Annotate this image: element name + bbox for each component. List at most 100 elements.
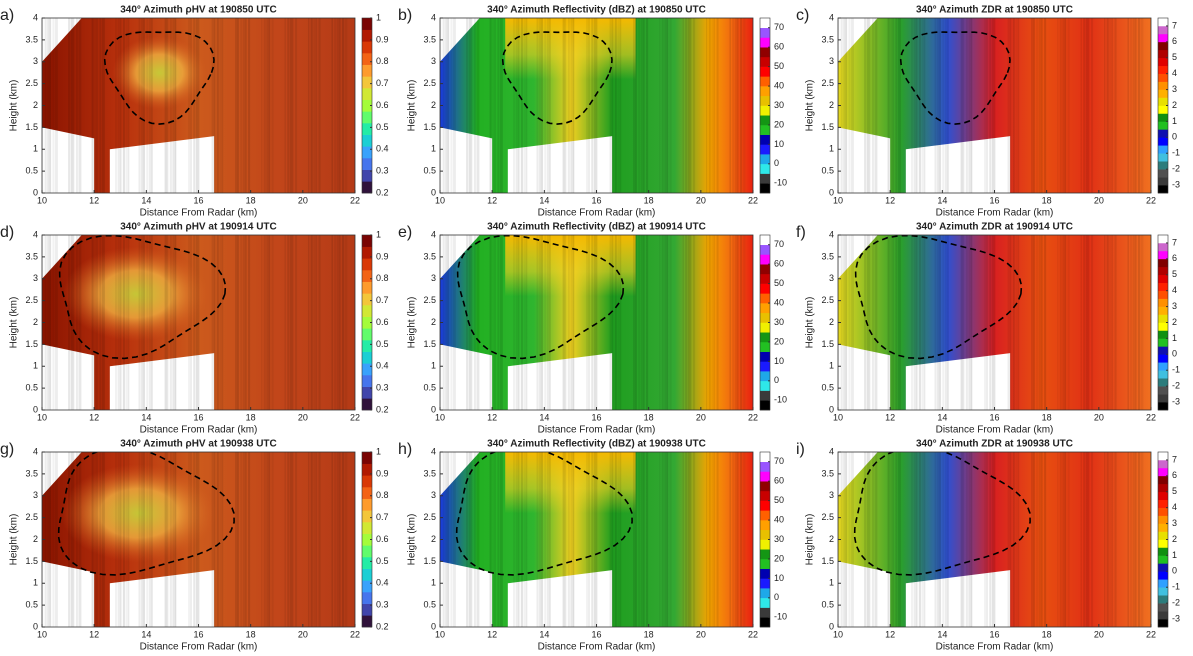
field-stripe [172, 452, 176, 627]
colorbar-bin [760, 322, 770, 333]
field-stripe [1059, 18, 1062, 193]
x-axis-label: Distance From Radar (km) [936, 425, 1054, 436]
field-stripe [313, 452, 317, 627]
colorbar-bin [1158, 121, 1168, 130]
y-tick-label: 4 [33, 229, 38, 239]
field-stripe [216, 452, 219, 627]
field-stripe [175, 18, 177, 193]
x-axis-label: Distance From Radar (km) [140, 208, 258, 219]
field-stripe [1041, 18, 1043, 193]
colorbar-tick-label: 2 [1172, 100, 1177, 110]
colorbar-tick-label: 0.7 [376, 512, 389, 522]
y-tick-label: 2 [33, 100, 38, 110]
field-stripe [729, 18, 731, 193]
field-stripe [1140, 235, 1144, 410]
field-stripe [1111, 452, 1114, 627]
y-tick-label: 2.5 [423, 295, 436, 305]
panel-label: a) [0, 7, 14, 24]
x-axis-label: Distance From Radar (km) [936, 208, 1054, 219]
field-stripe [971, 452, 973, 627]
colorbar-tick-label: 3 [1172, 84, 1177, 94]
field-stripe [96, 235, 99, 410]
colorbar-tick-label: 7 [1172, 237, 1177, 247]
colorbar-bin [362, 545, 372, 558]
contour [501, 31, 613, 125]
colorbar-bin [760, 607, 770, 618]
x-tick-label: 22 [350, 412, 360, 422]
field-stripe [593, 235, 597, 410]
field-stripe [1038, 452, 1042, 627]
field-stripe [188, 235, 191, 410]
field-stripe [840, 452, 843, 627]
field-stripe [934, 235, 937, 410]
field-stripe [1085, 235, 1089, 410]
colorbar-bin [760, 66, 770, 77]
field-stripe [518, 235, 520, 410]
field-stripe [968, 18, 972, 193]
field-stripe [1036, 235, 1039, 410]
field-stripe [75, 235, 78, 410]
colorbar-bin [760, 264, 770, 275]
field-stripe [989, 18, 992, 193]
field-stripe [489, 452, 492, 627]
y-axis-label: Height (km) [9, 80, 20, 132]
field-stripe [612, 235, 614, 410]
colorbar-bin [1158, 467, 1168, 477]
field-stripe [706, 18, 708, 193]
colorbar-bin [1158, 475, 1168, 485]
field-stripe [453, 452, 456, 627]
colorbar-bin [760, 568, 770, 579]
colorbar-bin [362, 235, 372, 247]
field-stripe [310, 18, 313, 193]
colorbar-tick-label: 3 [1172, 518, 1177, 528]
field-stripe [994, 18, 996, 193]
colorbar-bin [760, 47, 770, 58]
field-stripe [99, 18, 102, 193]
colorbar-tick-label: 5 [1172, 52, 1177, 62]
colorbar-tick-label: 0.6 [376, 100, 389, 110]
field-stripe [588, 235, 590, 410]
x-tick-label: 12 [487, 629, 497, 639]
y-tick-label: 1.5 [821, 556, 834, 566]
y-tick-label: 4 [829, 229, 834, 239]
field-stripe [96, 452, 99, 627]
field-stripe [947, 235, 949, 410]
field-stripe [939, 18, 942, 193]
colorbar-bin [362, 270, 372, 282]
field-stripe [895, 235, 898, 410]
field-stripe [68, 235, 71, 410]
colorbar-bin [1158, 185, 1168, 194]
colorbar-bin [362, 169, 372, 182]
colorbar-bin [1158, 298, 1168, 307]
colorbar-tick-label: 0 [1172, 132, 1177, 142]
field-stripe [1091, 235, 1094, 410]
colorbar-tick-label: 50 [774, 278, 784, 288]
field-stripe [739, 235, 743, 410]
y-tick-label: 2 [431, 100, 436, 110]
colorbar-bin [1158, 49, 1168, 59]
field-stripe [245, 235, 247, 410]
field-stripe [565, 235, 567, 410]
colorbar-bin [1158, 370, 1168, 379]
colorbar-bin [760, 312, 770, 323]
field-stripe [1127, 452, 1129, 627]
field-stripe [609, 235, 613, 410]
title: 340° Azimuth Reflectivity (dBZ) at 19091… [487, 222, 706, 233]
colorbar-tick-label: 0 [774, 592, 779, 602]
colorbar-tick-label: -10 [774, 395, 787, 405]
field-stripe [1080, 452, 1082, 627]
x-tick-label: 22 [350, 629, 360, 639]
contour [899, 31, 1011, 125]
field-stripe [73, 235, 75, 410]
x-tick-label: 12 [89, 412, 99, 422]
colorbar-bin [362, 293, 372, 306]
field-stripe [682, 18, 684, 193]
x-tick-label: 16 [591, 412, 601, 422]
field-stripe [638, 18, 641, 193]
colorbar-bin [1158, 531, 1168, 540]
field-stripe [1132, 452, 1136, 627]
panel-label: d) [0, 224, 14, 241]
x-tick-label: 14 [539, 412, 549, 422]
field-stripe [141, 235, 144, 410]
colorbar-bin [362, 533, 372, 546]
